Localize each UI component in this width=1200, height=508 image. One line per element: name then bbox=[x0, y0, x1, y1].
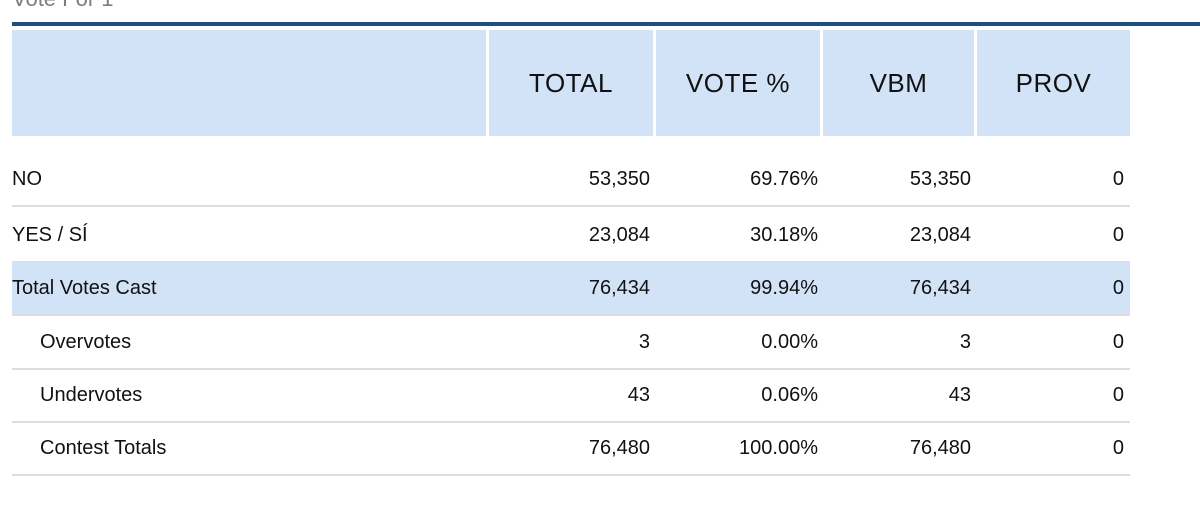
row-label: Contest Totals bbox=[40, 437, 167, 459]
row-vbm: 3 bbox=[959, 331, 971, 353]
row-vbm: 53,350 bbox=[909, 168, 971, 190]
row-vote-percent: 69.76% bbox=[750, 168, 818, 190]
header-total: TOTAL bbox=[489, 30, 653, 136]
row-vbm: 76,480 bbox=[909, 437, 971, 459]
row-prov: 0 bbox=[1112, 224, 1124, 246]
table-header-row: TOTAL VOTE % VBM PROV bbox=[12, 30, 1130, 136]
row-label: YES / SÍ bbox=[12, 224, 88, 246]
row-prov: 0 bbox=[1112, 384, 1124, 406]
top-rule bbox=[12, 22, 1200, 26]
header-vote-percent: VOTE % bbox=[656, 30, 820, 136]
row-total: 23,084 bbox=[588, 224, 650, 246]
row-total: 76,480 bbox=[588, 437, 650, 459]
row-vote-percent: 30.18% bbox=[750, 224, 818, 246]
row-vbm: 23,084 bbox=[909, 224, 971, 246]
row-label: Total Votes Cast bbox=[12, 277, 157, 299]
row-label: Undervotes bbox=[40, 384, 143, 406]
row-vote-percent: 0.06% bbox=[761, 384, 818, 406]
row-vote-percent: 99.94% bbox=[750, 277, 818, 299]
table-row-overvotes: Overvotes 3 0.00% 3 0 bbox=[12, 316, 1130, 370]
row-total: 43 bbox=[627, 384, 650, 406]
row-total: 3 bbox=[638, 331, 650, 353]
header-prov: PROV bbox=[977, 30, 1130, 136]
header-blank-cell bbox=[12, 30, 486, 136]
row-label: NO bbox=[12, 168, 42, 190]
row-prov: 0 bbox=[1112, 437, 1124, 459]
table-row-no: NO 53,350 69.76% 53,350 0 bbox=[12, 153, 1130, 207]
table-row-undervotes: Undervotes 43 0.06% 43 0 bbox=[12, 369, 1130, 423]
row-prov: 0 bbox=[1112, 331, 1124, 353]
row-prov: 0 bbox=[1112, 168, 1124, 190]
row-total: 76,434 bbox=[588, 277, 650, 299]
row-vbm: 43 bbox=[948, 384, 971, 406]
row-prov: 0 bbox=[1112, 277, 1124, 299]
row-total: 53,350 bbox=[588, 168, 650, 190]
row-label: Overvotes bbox=[40, 331, 132, 353]
row-vote-percent: 100.00% bbox=[739, 437, 818, 459]
table-row-total-votes-cast: Total Votes Cast 76,434 99.94% 76,434 0 bbox=[12, 262, 1130, 316]
header-vbm: VBM bbox=[823, 30, 974, 136]
row-vote-percent: 0.00% bbox=[761, 331, 818, 353]
vote-for-heading: Vote For 1 bbox=[12, 0, 114, 10]
row-vbm: 76,434 bbox=[909, 277, 971, 299]
table-row-contest-totals: Contest Totals 76,480 100.00% 76,480 0 bbox=[12, 422, 1130, 476]
table-row-yes: YES / SÍ 23,084 30.18% 23,084 0 bbox=[12, 209, 1130, 263]
